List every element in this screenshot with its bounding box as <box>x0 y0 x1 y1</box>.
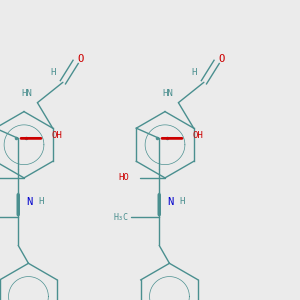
Text: H: H <box>39 197 44 206</box>
Text: OH: OH <box>51 131 62 140</box>
Text: HN: HN <box>163 88 173 98</box>
Text: N: N <box>26 197 32 207</box>
Text: O: O <box>219 54 225 64</box>
Text: H: H <box>50 68 56 76</box>
Text: N: N <box>167 197 173 207</box>
Text: H₃C: H₃C <box>114 213 129 222</box>
Text: H: H <box>180 197 185 206</box>
Text: H: H <box>191 68 196 76</box>
Text: O: O <box>78 54 84 64</box>
Text: HO: HO <box>118 173 129 182</box>
Text: OH: OH <box>192 131 203 140</box>
Text: HN: HN <box>22 88 32 98</box>
